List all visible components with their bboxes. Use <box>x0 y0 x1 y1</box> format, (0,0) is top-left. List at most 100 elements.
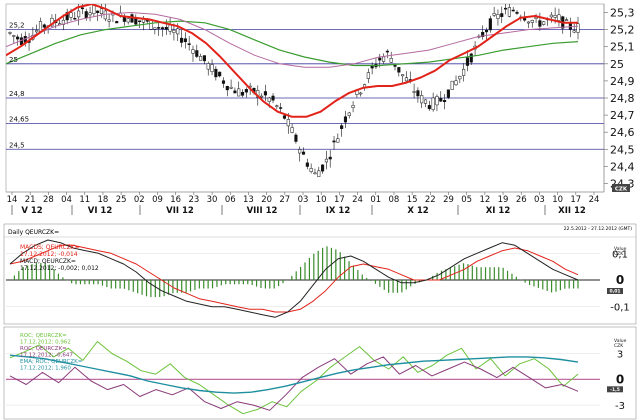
macd-axis-caption: CZK <box>614 251 624 257</box>
date-tick-label: 03 <box>534 195 545 205</box>
roc-badge <box>607 386 623 393</box>
roc-tick-label: -3 <box>615 401 625 412</box>
roc-legend-entry: EMA; ROC; QEURCZK= <box>20 359 83 365</box>
candle-body <box>153 27 157 30</box>
date-tick-label: 19 <box>498 195 509 205</box>
sma-long-pink-line <box>6 12 579 68</box>
candle-body <box>343 116 348 123</box>
roc-legend-entry: ROC; QEURCZK= <box>20 333 67 339</box>
roc-badge-label: -1,5 <box>610 387 620 393</box>
candle-body <box>454 80 458 86</box>
candle-body <box>126 18 130 23</box>
month-label: VII 12 <box>166 206 194 216</box>
candle-body <box>279 107 283 109</box>
candle-body <box>340 125 344 129</box>
price-left-label: 25 <box>9 56 18 64</box>
macd-tick-label: 0,1 <box>612 249 628 260</box>
candle-body <box>576 23 580 33</box>
date-tick-label: 04 <box>61 195 72 205</box>
macd-axis-caption: Value <box>614 246 627 252</box>
candle-body <box>397 67 401 73</box>
candle-body <box>553 15 557 18</box>
macd-legend-entry: MACD; QEURCZK= <box>20 258 76 265</box>
roc-axis-caption: Value <box>614 338 627 344</box>
roc-legend-entry: 17.12.2012; 1,960 <box>20 366 71 372</box>
date-tick-label: 10 <box>316 195 327 205</box>
price-tick-label: 24,6 <box>610 126 635 139</box>
candle-body <box>385 50 389 53</box>
candle-body <box>504 7 508 10</box>
candle-body <box>84 11 88 19</box>
candle-body <box>210 64 214 72</box>
candle-body <box>420 95 424 104</box>
date-tick-label: 01 <box>370 195 381 205</box>
candle-body <box>309 168 313 172</box>
date-tick-label: 12 <box>479 195 490 205</box>
roc-legend-entry: 17.12.2012; 0,962 <box>20 340 71 346</box>
month-label: XII 12 <box>558 206 586 216</box>
candle-body <box>492 13 496 16</box>
candle-body <box>42 24 46 28</box>
macd-badge <box>607 288 623 294</box>
candle-body <box>443 100 447 103</box>
candle-body <box>168 24 172 32</box>
candle-body <box>359 92 363 95</box>
price-left-label: 24,8 <box>9 90 25 98</box>
price-right-axis: 25,325,225,12524,924,824,724,624,524,424… <box>603 4 635 193</box>
date-tick-label: 16 <box>170 195 181 205</box>
date-tick-label: 24 <box>352 195 363 205</box>
roc-green-line <box>9 341 579 415</box>
candle-body <box>221 80 226 84</box>
candle-body <box>271 95 275 101</box>
candle-body <box>115 21 119 24</box>
month-label: V 12 <box>21 206 42 216</box>
candle-body <box>538 20 542 27</box>
candle-body <box>549 14 553 18</box>
date-tick-label: 17 <box>570 195 581 205</box>
candle-body <box>263 91 267 96</box>
roc-tick-label: 3 <box>617 350 623 361</box>
candle-body <box>179 37 184 43</box>
candle-body <box>347 112 351 116</box>
candle-body <box>458 76 462 80</box>
roc-legend-entry: ROC; QEURCZK= <box>20 346 67 352</box>
candle-body <box>96 10 100 13</box>
macd-line <box>9 239 579 318</box>
currency-badge <box>612 184 630 192</box>
candle-body <box>332 140 336 143</box>
macd-histogram <box>13 246 579 298</box>
candle-body <box>218 71 222 77</box>
candle-body <box>393 64 397 67</box>
candle-body <box>565 19 569 21</box>
roc-tick-label: 0 <box>616 372 624 386</box>
candle-body <box>282 115 287 119</box>
candle-body <box>8 32 12 34</box>
candle-body <box>427 105 431 110</box>
candle-body <box>244 89 248 93</box>
candle-body <box>77 10 81 18</box>
candle-body <box>366 72 370 79</box>
macd-header-right: 22.5.2012 - 27.12.2012 (GMT) <box>564 226 632 232</box>
candle-body <box>298 149 302 154</box>
candle-body <box>88 12 92 16</box>
candle-body <box>145 20 149 22</box>
candle-body <box>202 55 206 62</box>
candle-body <box>404 77 409 82</box>
sma-long-green-line <box>6 20 579 67</box>
candle-body <box>191 49 195 54</box>
price-left-label: 24,65 <box>9 116 29 124</box>
candle-body <box>416 90 420 97</box>
date-tick-label: 23 <box>188 195 199 205</box>
candle-body <box>351 105 355 108</box>
candle-body <box>240 91 245 96</box>
month-label: XI 12 <box>486 206 511 216</box>
candle-body <box>206 63 210 70</box>
candle-body <box>412 91 416 93</box>
month-label: IX 12 <box>326 206 351 216</box>
macd-header-left: Daily QEURCZK= <box>8 229 59 236</box>
candle-body <box>446 89 450 98</box>
date-tick-label: 15 <box>407 195 418 205</box>
candle-body <box>12 35 16 37</box>
